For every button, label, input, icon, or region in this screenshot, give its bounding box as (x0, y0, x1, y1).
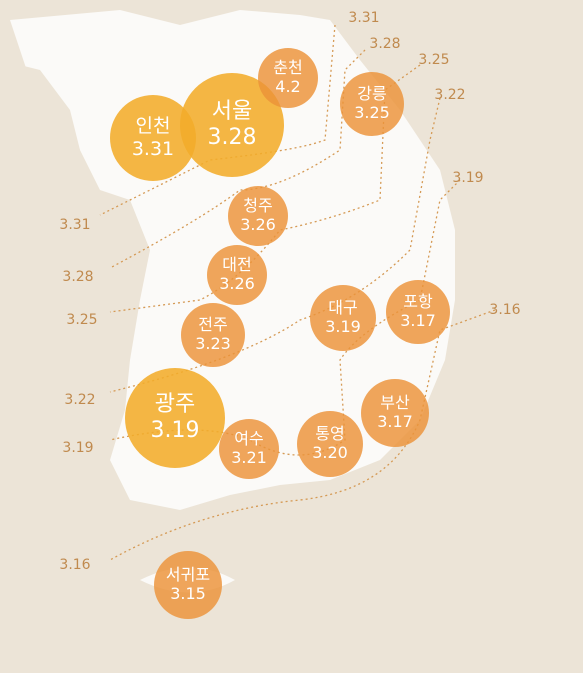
city-bubble (297, 411, 363, 477)
city-bubble (125, 368, 225, 468)
contour-label: 3.22 (64, 392, 95, 408)
city-name: 인천 (136, 115, 171, 137)
city-name: 춘천 (273, 58, 302, 77)
city-value: 3.17 (400, 311, 436, 330)
contour-label: 3.16 (59, 557, 90, 573)
city-bubble (207, 245, 267, 305)
city-bubble (340, 72, 404, 136)
contour-label: 3.31 (348, 10, 379, 26)
city-name: 대구 (328, 298, 357, 317)
city-value: 3.17 (377, 412, 413, 431)
contour-labels: 3.31 3.28 3.25 3.22 3.19 3.16 3.31 3.28 3.25 3.22… (59, 10, 520, 573)
contour-label: 3.25 (66, 312, 97, 328)
city-value: 3.21 (231, 448, 267, 467)
city-name: 전주 (198, 315, 227, 334)
city-bubble (258, 48, 318, 108)
city-value: 3.23 (195, 334, 231, 353)
city-name: 포항 (403, 292, 433, 311)
city-name: 서울 (212, 99, 252, 124)
city-name: 강릉 (357, 84, 386, 103)
contour-label: 3.31 (59, 217, 90, 233)
city-value: 3.25 (354, 103, 390, 122)
city-bubble (180, 73, 284, 177)
city-bubble (154, 551, 222, 619)
contour-line (109, 309, 496, 561)
city-bubble (219, 419, 279, 479)
contour-line (109, 49, 366, 269)
city-bubble (361, 379, 429, 447)
city-bubble (228, 186, 288, 246)
city-value: 3.19 (151, 418, 200, 443)
city-name: 여수 (234, 429, 263, 448)
contour-line (99, 24, 336, 216)
city-name: 부산 (380, 393, 410, 412)
city-value: 3.15 (170, 584, 206, 603)
city-value: 3.28 (208, 125, 257, 150)
city-value: 3.26 (219, 274, 255, 293)
contour-label: 3.19 (452, 170, 483, 186)
city-value: 3.20 (312, 443, 348, 462)
city-bubble (310, 285, 376, 351)
city-bubble (181, 303, 245, 367)
contour-label: 3.19 (62, 440, 93, 456)
city-value: 3.19 (325, 317, 361, 336)
contour-label: 3.25 (418, 52, 449, 68)
city-value: 3.31 (132, 138, 174, 160)
contour-label: 3.22 (434, 87, 465, 103)
city-name: 통영 (315, 424, 344, 443)
contour-label: 3.16 (489, 302, 520, 318)
coast-west (0, 60, 80, 160)
city-name: 청주 (243, 196, 272, 215)
contour-label: 3.28 (62, 269, 93, 285)
city-name: 서귀포 (166, 565, 210, 584)
city-name: 대전 (222, 255, 251, 274)
city-bubble (386, 280, 450, 344)
city-name: 광주 (155, 392, 195, 417)
city-value: 3.26 (240, 215, 276, 234)
city-bubble (110, 95, 196, 181)
city-value: 4.2 (275, 77, 300, 96)
contour-label: 3.28 (369, 36, 400, 52)
